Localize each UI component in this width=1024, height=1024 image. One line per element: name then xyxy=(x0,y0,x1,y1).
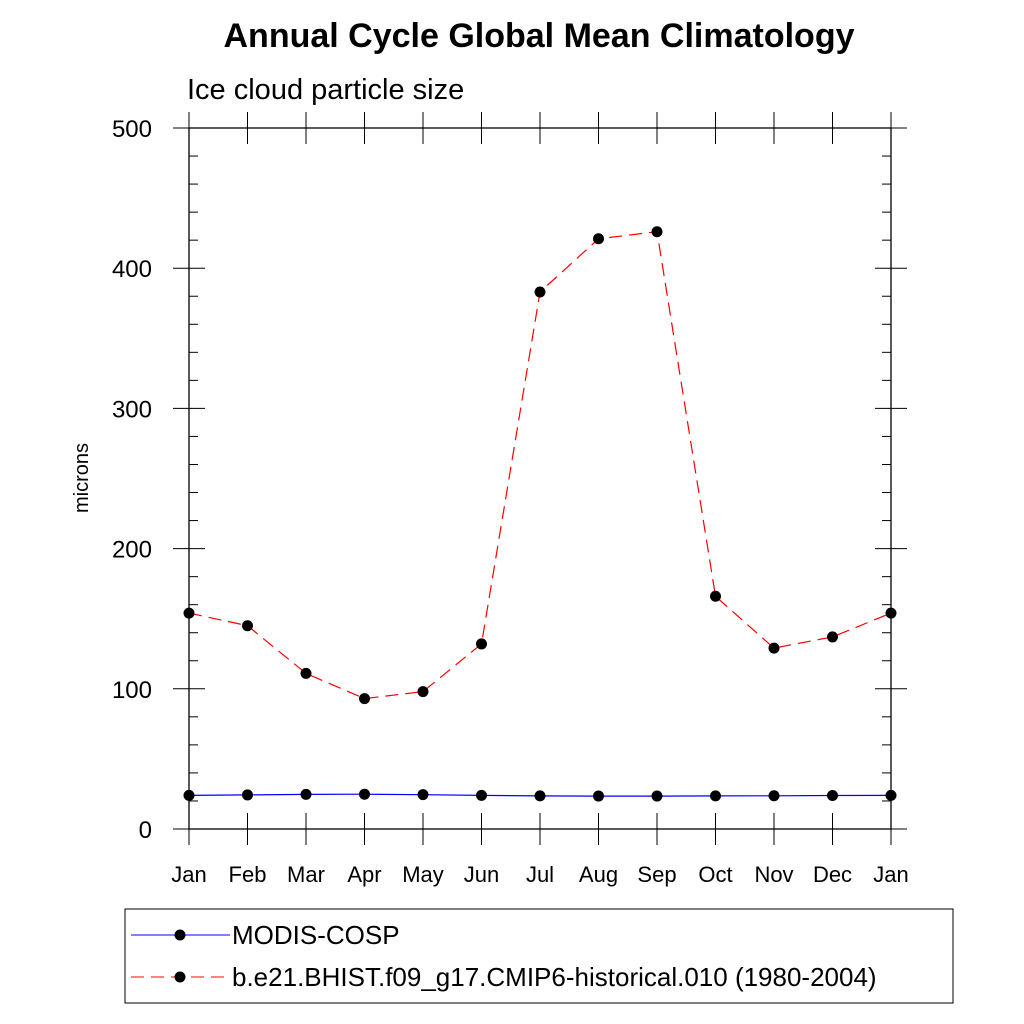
chart-subtitle: Ice cloud particle size xyxy=(187,74,464,106)
series-1-point xyxy=(242,620,253,632)
legend-box xyxy=(124,908,954,1004)
x-tick-label: Jan xyxy=(171,862,206,887)
axis-ticks xyxy=(173,112,907,845)
series-1-point xyxy=(593,233,604,245)
x-tick-label: May xyxy=(402,862,444,887)
series-1-point xyxy=(651,226,663,238)
chart-title: Annual Cycle Global Mean Climatology xyxy=(224,17,855,55)
x-tick-label: Jun xyxy=(464,862,499,887)
y-tick-label: 0 xyxy=(139,817,152,844)
x-tick-label: Dec xyxy=(813,862,852,887)
series-line-1 xyxy=(188,231,892,700)
legend-label-model: b.e21.BHIST.f09_g17.CMIP6-historical.010… xyxy=(232,962,877,992)
series-0-point xyxy=(359,788,370,800)
x-tick-label: Mar xyxy=(287,862,325,887)
series-0-point xyxy=(183,789,195,801)
series-1-point xyxy=(359,693,370,705)
x-tick-label: Feb xyxy=(229,862,267,887)
series-0-point xyxy=(768,790,780,802)
series-0-point xyxy=(417,789,429,801)
x-tick-label: Jan xyxy=(873,862,908,887)
series-0-point xyxy=(534,790,546,802)
x-tick-label: Aug xyxy=(579,862,618,887)
series-0-point xyxy=(593,790,604,802)
y-tick-label: 200 xyxy=(112,537,152,564)
series-1-point xyxy=(183,607,195,619)
series-1-point xyxy=(885,607,897,619)
series-0-point xyxy=(710,790,721,802)
plot-frame xyxy=(188,127,892,830)
series-1-point xyxy=(710,590,721,602)
legend-marker-modis xyxy=(174,929,186,941)
y-tick-label: 100 xyxy=(112,677,152,704)
series-0-point xyxy=(242,789,253,801)
series-0-point xyxy=(300,788,312,800)
series-1-point xyxy=(417,686,429,698)
x-tick-label: Apr xyxy=(347,862,381,887)
series-1-point xyxy=(534,286,546,298)
series-0-point xyxy=(827,789,838,801)
series-0-point xyxy=(885,789,897,801)
y-tick-label: 400 xyxy=(112,256,152,283)
series-layer xyxy=(183,226,897,802)
legend: MODIS-COSP b.e21.BHIST.f09_g17.CMIP6-his… xyxy=(124,908,954,1004)
legend-label-modis: MODIS-COSP xyxy=(232,920,400,950)
series-1-point xyxy=(476,638,487,650)
series-1-point xyxy=(768,642,780,654)
series-0-point xyxy=(476,789,487,801)
y-axis-label: microns xyxy=(71,443,93,513)
x-tick-label: Nov xyxy=(754,862,793,887)
series-0-point xyxy=(651,790,663,802)
y-tick-labels: 0 100 200 300 400 500 xyxy=(112,116,152,844)
y-tick-label: 500 xyxy=(112,116,152,143)
x-tick-label: Jul xyxy=(526,862,554,887)
legend-marker-model xyxy=(174,971,186,983)
x-tick-label: Oct xyxy=(698,862,732,887)
x-tick-labels: Jan Feb Mar Apr May Jun Jul Aug Sep Oct Nov Dec Jan xyxy=(171,862,908,887)
series-1-point xyxy=(300,667,312,679)
y-tick-label: 300 xyxy=(112,396,152,423)
series-1-point xyxy=(827,631,838,643)
x-tick-label: Sep xyxy=(637,862,676,887)
